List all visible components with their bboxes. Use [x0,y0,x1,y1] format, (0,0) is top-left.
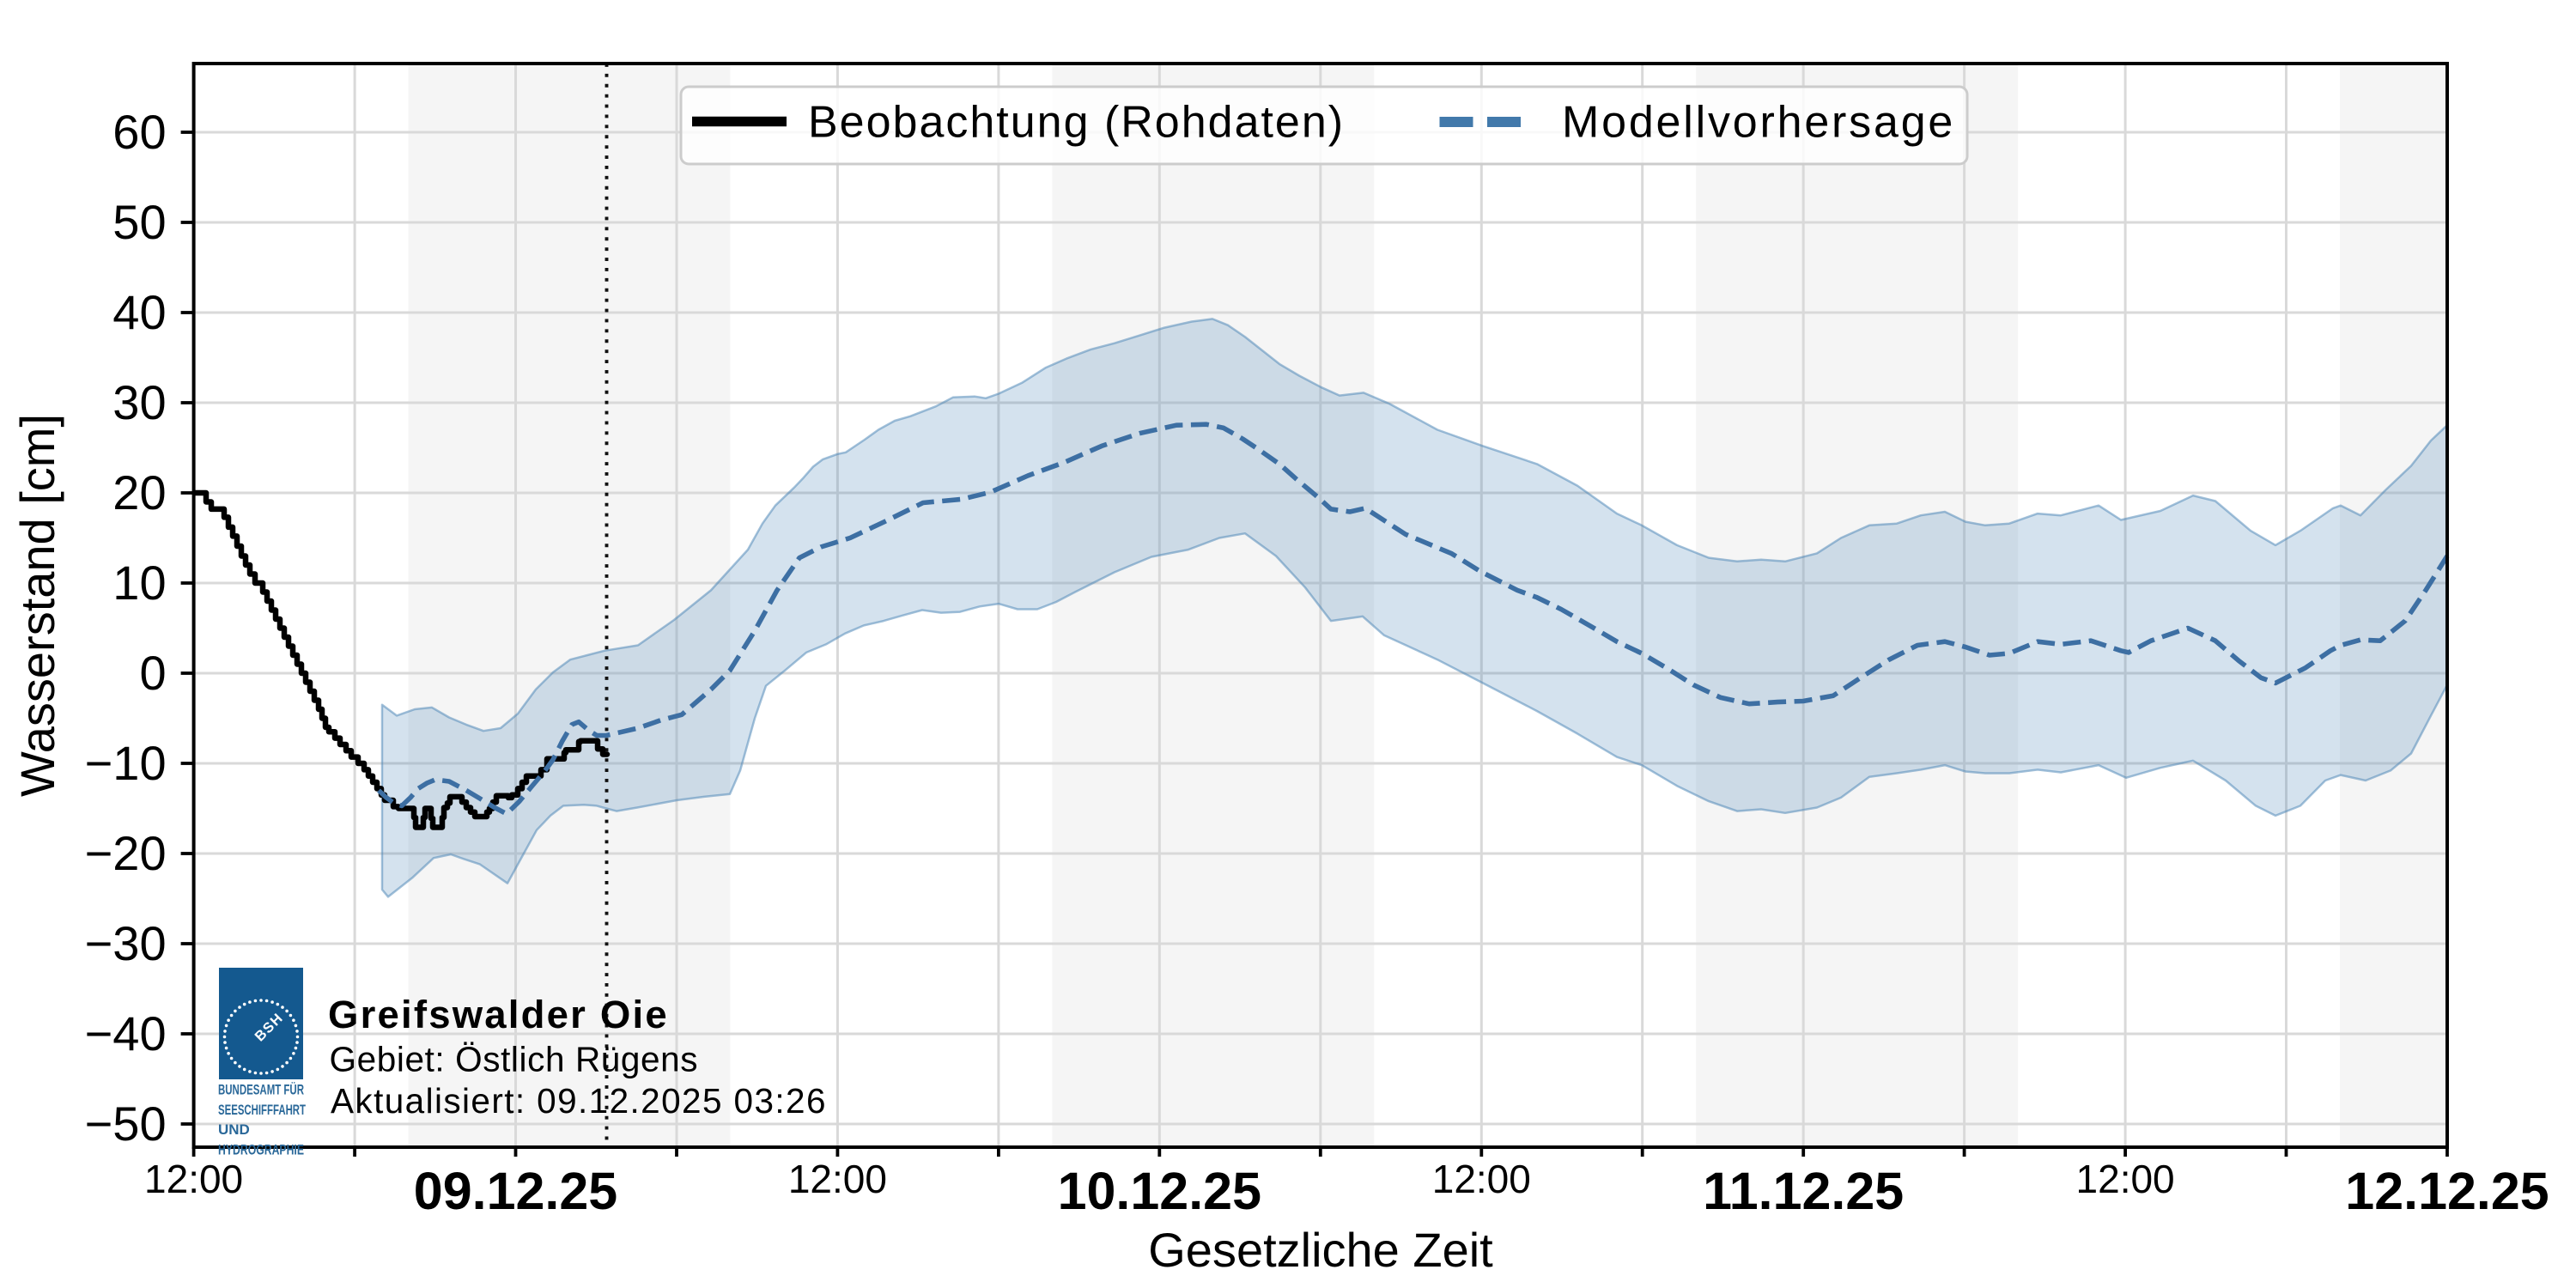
svg-text:−10: −10 [85,736,167,790]
svg-text:10: 10 [112,556,166,610]
svg-text:Gesetzliche Zeit: Gesetzliche Zeit [1148,1223,1493,1277]
svg-text:−50: −50 [85,1097,167,1151]
svg-text:30: 30 [112,375,166,429]
svg-text:09.12.25: 09.12.25 [414,1162,617,1220]
svg-text:−40: −40 [85,1006,167,1060]
svg-text:UND: UND [218,1121,250,1138]
svg-text:11.12.25: 11.12.25 [1703,1162,1904,1220]
svg-text:12:00: 12:00 [788,1157,887,1201]
svg-text:60: 60 [112,105,166,159]
svg-text:12:00: 12:00 [144,1157,243,1201]
svg-text:20: 20 [112,465,166,519]
svg-text:HYDROGRAPHIE: HYDROGRAPHIE [218,1141,304,1157]
svg-text:12.12.25: 12.12.25 [2345,1162,2549,1220]
svg-text:−20: −20 [85,826,167,880]
svg-text:10.12.25: 10.12.25 [1058,1162,1261,1220]
svg-text:Greifswalder Oie: Greifswalder Oie [328,993,669,1036]
svg-text:40: 40 [112,285,166,339]
svg-text:0: 0 [139,646,166,700]
svg-text:12:00: 12:00 [1432,1157,1531,1201]
svg-text:−30: −30 [85,916,167,970]
svg-text:Wasserstand [cm]: Wasserstand [cm] [10,414,64,797]
svg-text:Gebiet: Östlich Rügens: Gebiet: Östlich Rügens [330,1040,699,1079]
svg-text:12:00: 12:00 [2076,1157,2175,1201]
svg-text:Modellvorhersage: Modellvorhersage [1562,98,1955,148]
svg-text:BUNDESAMT FÜR: BUNDESAMT FÜR [218,1082,304,1098]
svg-text:SEESCHIFFFAHRT: SEESCHIFFFAHRT [218,1102,306,1118]
svg-text:Aktualisiert: 09.12.2025 03:26: Aktualisiert: 09.12.2025 03:26 [331,1081,827,1121]
svg-text:Beobachtung (Rohdaten): Beobachtung (Rohdaten) [808,98,1345,148]
svg-text:50: 50 [112,195,166,249]
